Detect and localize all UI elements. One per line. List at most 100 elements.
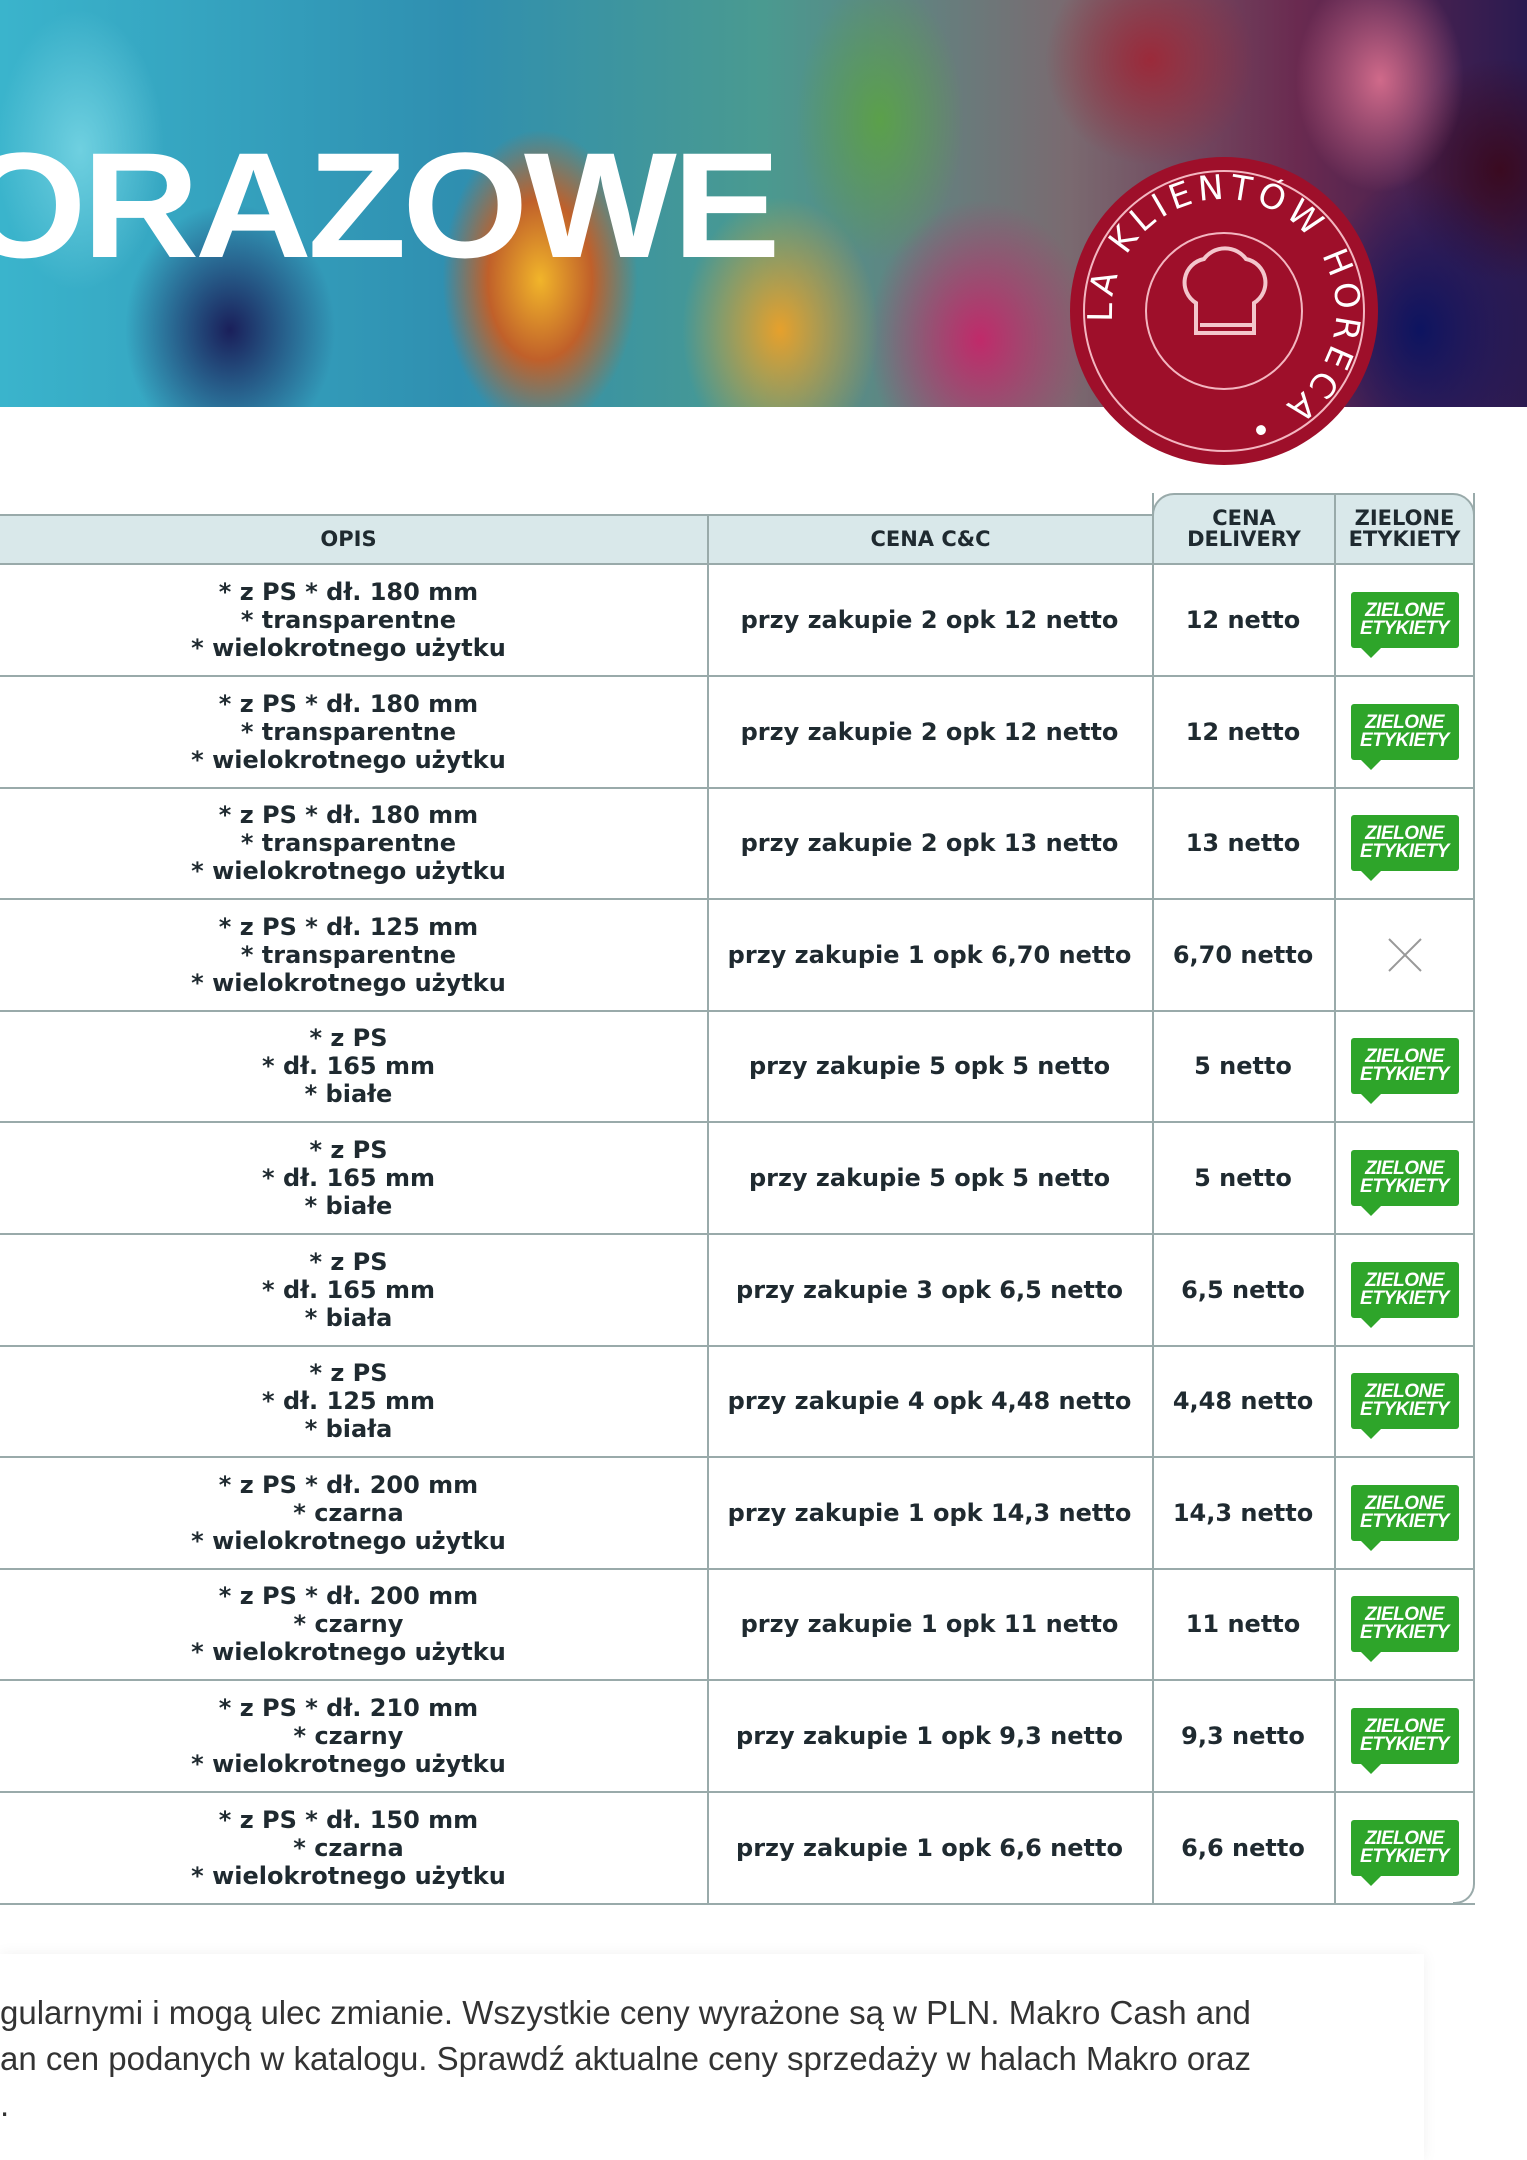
- zielone-etykiety-cell: ZIELONE ETYKIETY: [1334, 1346, 1475, 1456]
- description-cell: * z PS * dł. 180 mm * transparentne * wi…: [191, 689, 506, 774]
- not-available-x-icon: [1387, 938, 1422, 972]
- zielone-etykiety-cell: ZIELONE ETYKIETY: [1334, 1011, 1475, 1121]
- description-cell: * z PS * dł. 125 mm * biała: [262, 1359, 435, 1444]
- table-row: * z PS * dł. 150 mm * czarna * wielokrot…: [0, 1793, 1475, 1905]
- cena-delivery-cell: 5 netto: [1194, 1052, 1292, 1081]
- table-row: * z PS * dł. 200 mm * czarny * wielokrot…: [0, 1569, 1475, 1682]
- badge-label: ETYKIETY: [1360, 1064, 1449, 1086]
- column-header-cena-delivery: CENA DELIVERY: [1152, 493, 1334, 565]
- badge-label: ZIELONE: [1365, 1269, 1444, 1291]
- column-divider: [1473, 493, 1475, 1885]
- zielone-etykiety-badge: ZIELONE ETYKIETY: [1350, 1708, 1459, 1774]
- cena-delivery-cell: 14,3 netto: [1172, 1498, 1314, 1527]
- description-cell: * z PS * dł. 165 mm * białe: [262, 1136, 435, 1220]
- table-row: * z PS * dł. 180 mm * transparentne * wi…: [0, 677, 1475, 789]
- cena-cc-cell: przy zakupie 2 opk 12 netto: [740, 717, 1119, 746]
- zielone-etykiety-cell: ZIELONE ETYKIETY: [1334, 1681, 1475, 1791]
- horeca-seal-logo: DLA KLIENTÓW HORECA •: [1068, 155, 1378, 465]
- table-row: * z PS * dł. 165 mm * białe przy zakupie …: [0, 1123, 1475, 1235]
- badge-label: ZIELONE: [1365, 1604, 1444, 1626]
- description-cell: * z PS * dł. 210 mm * czarny * wielokrot…: [191, 1694, 506, 1778]
- cena-cc-cell: przy zakupie 1 opk 11 netto: [740, 1610, 1119, 1639]
- cena-cc-cell: przy zakupie 1 opk 14,3 netto: [727, 1498, 1132, 1527]
- cena-delivery-cell: 11 netto: [1185, 1610, 1301, 1639]
- badge-label: ETYKIETY: [1360, 618, 1449, 639]
- cena-delivery-cell: 13 netto: [1185, 829, 1301, 858]
- description-cell: * z PS * dł. 165 mm * białe: [262, 1024, 435, 1109]
- zielone-etykiety-cell: ZIELONE ETYKIETY: [1334, 677, 1475, 787]
- zielone-etykiety-cell: ZIELONE ETYKIETY: [1334, 565, 1475, 675]
- table-row: * z PS * dł. 180 mm * transparentne * wi…: [0, 565, 1475, 677]
- zielone-etykiety-badge: ZIELONE ETYKIETY: [1350, 1373, 1459, 1440]
- badge-label: ZIELONE: [1365, 823, 1444, 845]
- column-header-opis: OPIS: [0, 514, 707, 565]
- column-header-cena-cc: CENA C&C: [707, 514, 1152, 565]
- column-divider: [707, 514, 709, 1905]
- description-cell: * z PS * dł. 125 mm * transparentne * wi…: [191, 912, 506, 997]
- cena-cc-cell: przy zakupie 4 opk 4,48 netto: [727, 1387, 1132, 1416]
- zielone-etykiety-badge: ZIELONE ETYKIETY: [1350, 1038, 1459, 1105]
- cena-delivery-cell: 12 netto: [1185, 717, 1301, 746]
- cena-delivery-cell: 6,6 netto: [1181, 1833, 1305, 1862]
- cena-cc-cell: przy zakupie 5 opk 5 netto: [748, 1164, 1111, 1192]
- zielone-etykiety-cell: ZIELONE ETYKIETY: [1334, 1793, 1475, 1903]
- table-row: * z PS * dł. 210 mm * czarny * wielokrot…: [0, 1681, 1475, 1793]
- badge-label: ETYKIETY: [1360, 1510, 1449, 1532]
- badge-label: ZIELONE: [1365, 1716, 1444, 1737]
- description-cell: * z PS * dł. 180 mm * transparentne * wi…: [191, 801, 506, 886]
- table-row: * z PS * dł. 180 mm * transparentne * wi…: [0, 788, 1475, 901]
- zielone-etykiety-cell: ZIELONE ETYKIETY: [1334, 1569, 1475, 1679]
- badge-label: ETYKIETY: [1360, 1399, 1449, 1421]
- cena-cc-cell: przy zakupie 2 opk 13 netto: [740, 829, 1119, 858]
- description-cell: * z PS * dł. 180 mm * transparentne * wi…: [191, 578, 506, 662]
- badge-label: ZIELONE: [1365, 1046, 1444, 1068]
- cena-cc-cell: przy zakupie 1 opk 9,3 netto: [736, 1722, 1123, 1750]
- column-divider: [1334, 493, 1336, 1905]
- cena-delivery-cell: 4,48 netto: [1172, 1387, 1314, 1416]
- cena-cc-cell: przy zakupie 3 opk 6,5 netto: [736, 1275, 1123, 1304]
- zielone-etykiety-cell: ZIELONE ETYKIETY: [1334, 1123, 1475, 1233]
- description-cell: * z PS * dł. 150 mm * czarna * wielokrot…: [191, 1805, 506, 1890]
- badge-label: ETYKIETY: [1360, 841, 1449, 863]
- disclaimer-line: .: [0, 2086, 10, 2123]
- zielone-etykiety-badge: ZIELONE ETYKIETY: [1350, 1596, 1459, 1663]
- badge-label: ZIELONE: [1365, 1158, 1444, 1179]
- description-cell: * z PS * dł. 200 mm * czarny * wielokrot…: [191, 1582, 506, 1667]
- chef-hat-icon: [1182, 246, 1268, 335]
- badge-label: ZIELONE: [1365, 600, 1444, 621]
- zielone-etykiety-cell: [1334, 900, 1475, 1010]
- badge-label: ETYKIETY: [1360, 729, 1449, 751]
- cena-delivery-cell: 12 netto: [1185, 606, 1301, 634]
- cena-cc-cell: przy zakupie 1 opk 6,70 netto: [727, 940, 1132, 969]
- cena-delivery-cell: 6,5 netto: [1181, 1275, 1305, 1304]
- zielone-etykiety-cell: ZIELONE ETYKIETY: [1334, 1235, 1475, 1345]
- badge-label: ZIELONE: [1365, 711, 1444, 733]
- table-row: * z PS * dł. 165 mm * biała przy zakupie …: [0, 1235, 1475, 1347]
- zielone-etykiety-cell: ZIELONE ETYKIETY: [1334, 1458, 1475, 1568]
- badge-label: ETYKIETY: [1360, 1734, 1449, 1755]
- table-row: * z PS * dł. 200 mm * czarna * wielokrot…: [0, 1458, 1475, 1570]
- badge-label: ETYKIETY: [1360, 1622, 1449, 1644]
- description-cell: * z PS * dł. 200 mm * czarna * wielokrot…: [191, 1470, 506, 1555]
- badge-label: ETYKIETY: [1360, 1176, 1449, 1197]
- cena-cc-cell: przy zakupie 2 opk 12 netto: [740, 606, 1119, 634]
- zielone-etykiety-badge: ZIELONE ETYKIETY: [1350, 815, 1459, 882]
- table-row: * z PS * dł. 125 mm * biała przy zakupie …: [0, 1346, 1475, 1459]
- table-row: * z PS * dł. 125 mm * transparentne * wi…: [0, 900, 1475, 1012]
- zielone-etykiety-badge: ZIELONE ETYKIETY: [1350, 592, 1459, 658]
- column-divider: [1152, 493, 1154, 1905]
- cena-cc-cell: przy zakupie 5 opk 5 netto: [748, 1052, 1111, 1081]
- cena-delivery-cell: 5 netto: [1194, 1164, 1292, 1192]
- cena-delivery-cell: 6,70 netto: [1172, 940, 1314, 969]
- zielone-etykiety-badge: ZIELONE ETYKIETY: [1350, 1484, 1459, 1551]
- badge-label: ZIELONE: [1365, 1492, 1444, 1514]
- badge-label: ZIELONE: [1365, 1381, 1444, 1403]
- badge-label: ZIELONE: [1365, 1827, 1444, 1849]
- table-row: * z PS * dł. 165 mm * białe przy zakupie …: [0, 1011, 1475, 1124]
- zielone-etykiety-cell: ZIELONE ETYKIETY: [1334, 788, 1475, 898]
- badge-label: ETYKIETY: [1360, 1287, 1449, 1309]
- cena-cc-cell: przy zakupie 1 opk 6,6 netto: [736, 1833, 1123, 1862]
- description-cell: * z PS * dł. 165 mm * biała: [262, 1247, 435, 1332]
- disclaimer-line: gularnymi i mogą ulec zmianie. Wszystkie…: [0, 1994, 1251, 2031]
- disclaimer-line: an cen podanych w katalogu. Sprawdź aktu…: [0, 2040, 1252, 2077]
